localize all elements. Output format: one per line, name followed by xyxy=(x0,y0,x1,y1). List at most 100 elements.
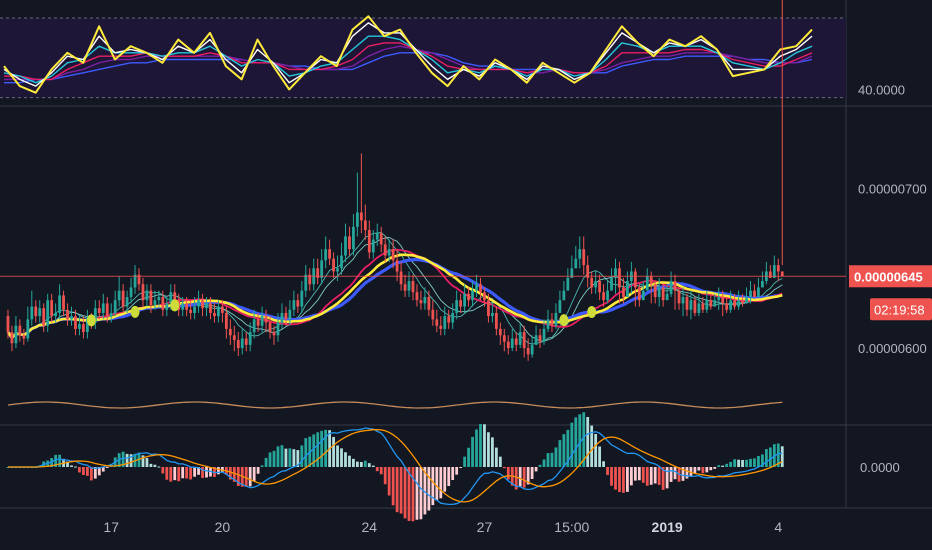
macd-histogram-bar xyxy=(403,467,407,519)
candle-body xyxy=(46,300,50,326)
macd-histogram-bar xyxy=(494,447,498,467)
candle-body xyxy=(14,325,18,344)
candle-body xyxy=(356,212,359,227)
candle-body xyxy=(201,300,204,309)
candle-body xyxy=(753,290,756,298)
candle-body xyxy=(193,306,196,313)
candle-body xyxy=(439,325,443,329)
candle-body xyxy=(296,300,300,307)
candle-body xyxy=(185,303,189,310)
macd-histogram-bar xyxy=(689,467,693,477)
crossover-marker xyxy=(86,314,96,327)
macd-histogram-bar xyxy=(776,443,780,467)
macd-histogram-bar xyxy=(637,467,641,481)
macd-histogram-bar xyxy=(181,467,185,479)
macd-histogram-bar xyxy=(407,467,411,521)
candle-body xyxy=(768,271,772,278)
candle-body xyxy=(252,319,256,333)
macd-histogram-bar xyxy=(514,467,518,490)
crossover-marker xyxy=(130,305,140,318)
macd-histogram-bar xyxy=(594,433,598,467)
macd-histogram-bar xyxy=(447,467,451,487)
candle-body xyxy=(447,316,451,323)
macd-histogram-bar xyxy=(189,467,193,480)
candle-body xyxy=(633,271,637,288)
candle-body xyxy=(387,249,391,256)
macd-histogram-bar xyxy=(141,455,145,467)
candle-body xyxy=(717,297,721,301)
macd-histogram-bar xyxy=(463,456,466,467)
macd-histogram-bar xyxy=(272,450,276,467)
macd-histogram-bar xyxy=(280,445,284,467)
macd-pane[interactable] xyxy=(6,412,784,522)
candle-body xyxy=(661,287,665,301)
candle-body xyxy=(74,316,77,329)
candle-body xyxy=(153,300,157,305)
macd-histogram-bar xyxy=(566,429,570,467)
candle-body xyxy=(348,236,351,250)
macd-histogram-bar xyxy=(780,446,784,467)
candle-body xyxy=(701,303,705,310)
crossover-marker xyxy=(587,306,597,319)
volume-average-line xyxy=(7,401,783,409)
candle-body xyxy=(324,249,328,261)
macd-histogram-bar xyxy=(232,467,236,482)
macd-histogram-bar xyxy=(546,453,550,467)
medium-moving-average xyxy=(7,237,783,342)
macd-histogram-bar xyxy=(518,467,522,487)
macd-histogram-bar xyxy=(161,467,165,474)
candle-body xyxy=(101,303,105,313)
macd-histogram-bar xyxy=(344,452,347,467)
candle-body xyxy=(709,300,713,307)
candle-body xyxy=(534,335,538,345)
oscillator-pane[interactable] xyxy=(0,15,846,99)
candle-body xyxy=(693,300,697,313)
macd-histogram-bar xyxy=(661,467,665,490)
macd-histogram-bar xyxy=(483,424,486,467)
candle-body xyxy=(582,249,586,266)
macd-histogram-bar xyxy=(574,417,578,467)
macd-histogram-bar xyxy=(193,467,196,477)
candle-body xyxy=(776,265,780,272)
candle-body xyxy=(705,300,709,310)
macd-histogram-bar xyxy=(598,446,601,467)
candle-body xyxy=(721,297,725,304)
macd-histogram-bar xyxy=(582,412,586,467)
candle-body xyxy=(363,220,367,231)
candle-body xyxy=(260,316,264,326)
macd-histogram-bar xyxy=(753,458,756,467)
candle-body xyxy=(272,332,276,336)
macd-histogram-bar xyxy=(455,467,459,475)
macd-histogram-bar xyxy=(177,467,181,482)
macd-histogram-bar xyxy=(399,467,403,514)
candle-body xyxy=(85,319,89,333)
macd-histogram-bar xyxy=(423,467,427,515)
macd-histogram-bar xyxy=(169,467,173,482)
macd-histogram-bar xyxy=(371,465,375,467)
candle-body xyxy=(518,332,522,345)
macd-histogram-bar xyxy=(498,456,502,467)
candle-body xyxy=(78,324,81,329)
price-pane[interactable] xyxy=(0,0,846,409)
candle-body xyxy=(221,306,224,313)
candle-body xyxy=(681,297,685,304)
macd-histogram-bar xyxy=(332,436,335,467)
macd-histogram-bar xyxy=(304,438,308,467)
candle-body xyxy=(244,338,248,345)
candle-body xyxy=(526,348,530,355)
macd-histogram-bar xyxy=(502,467,506,469)
macd-histogram-bar xyxy=(205,467,208,478)
macd-histogram-bar xyxy=(78,467,81,473)
countdown-label: 02:19:58 xyxy=(874,302,925,317)
candle-body xyxy=(300,290,304,307)
candle-body xyxy=(38,308,42,317)
macd-histogram-bar xyxy=(467,447,470,467)
candle-body xyxy=(618,268,621,288)
macd-histogram-bar xyxy=(435,467,439,501)
candle-body xyxy=(697,303,701,313)
candle-body xyxy=(30,306,34,320)
macd-histogram-bar xyxy=(97,467,101,476)
macd-histogram-bar xyxy=(391,467,395,506)
